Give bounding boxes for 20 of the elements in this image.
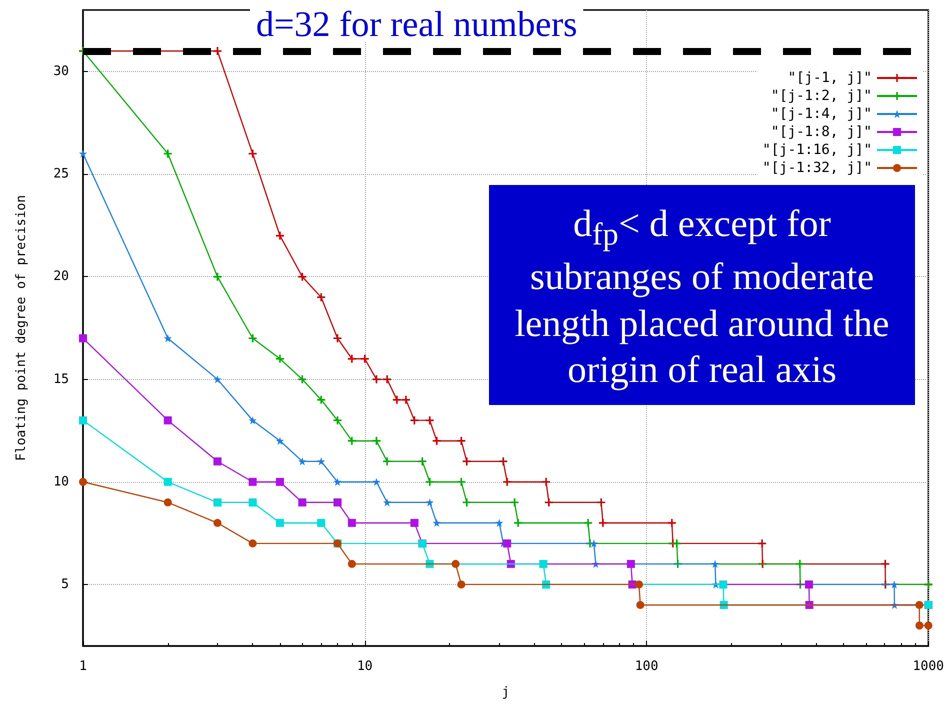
legend-label: "[j-1:16, j]" xyxy=(762,142,872,158)
legend-label: "[j-1:32, j]" xyxy=(762,160,872,176)
x-tick-label: 100 xyxy=(634,659,658,674)
legend-label: "[j-1:2, j]" xyxy=(770,88,872,104)
x-tick-label: 1 xyxy=(79,659,87,674)
note-box: d$_{fp}$< d except for subranges of moderate length placed around the origin of real axis xyxy=(489,185,915,405)
legend-label: "[j-1:8, j]" xyxy=(770,124,872,140)
x-axis-title: j xyxy=(502,685,510,700)
chart-title: d=32 for real numbers xyxy=(256,4,578,44)
legend-label: "[j-1, j]" xyxy=(788,70,872,86)
y-tick-label: 25 xyxy=(53,166,69,182)
legend-label: "[j-1:4, j]" xyxy=(770,106,872,122)
x-tick-label: 10 xyxy=(356,659,373,674)
y-tick-label: 30 xyxy=(53,64,69,80)
y-axis-title: Floating point degree of precision xyxy=(14,194,29,462)
y-tick-label: 5 xyxy=(61,576,69,592)
y-tick-label: 10 xyxy=(53,474,69,490)
y-tick-label: 15 xyxy=(53,372,69,387)
x-tick-label: 1000 xyxy=(912,659,944,674)
y-tick-label: 20 xyxy=(53,269,69,284)
